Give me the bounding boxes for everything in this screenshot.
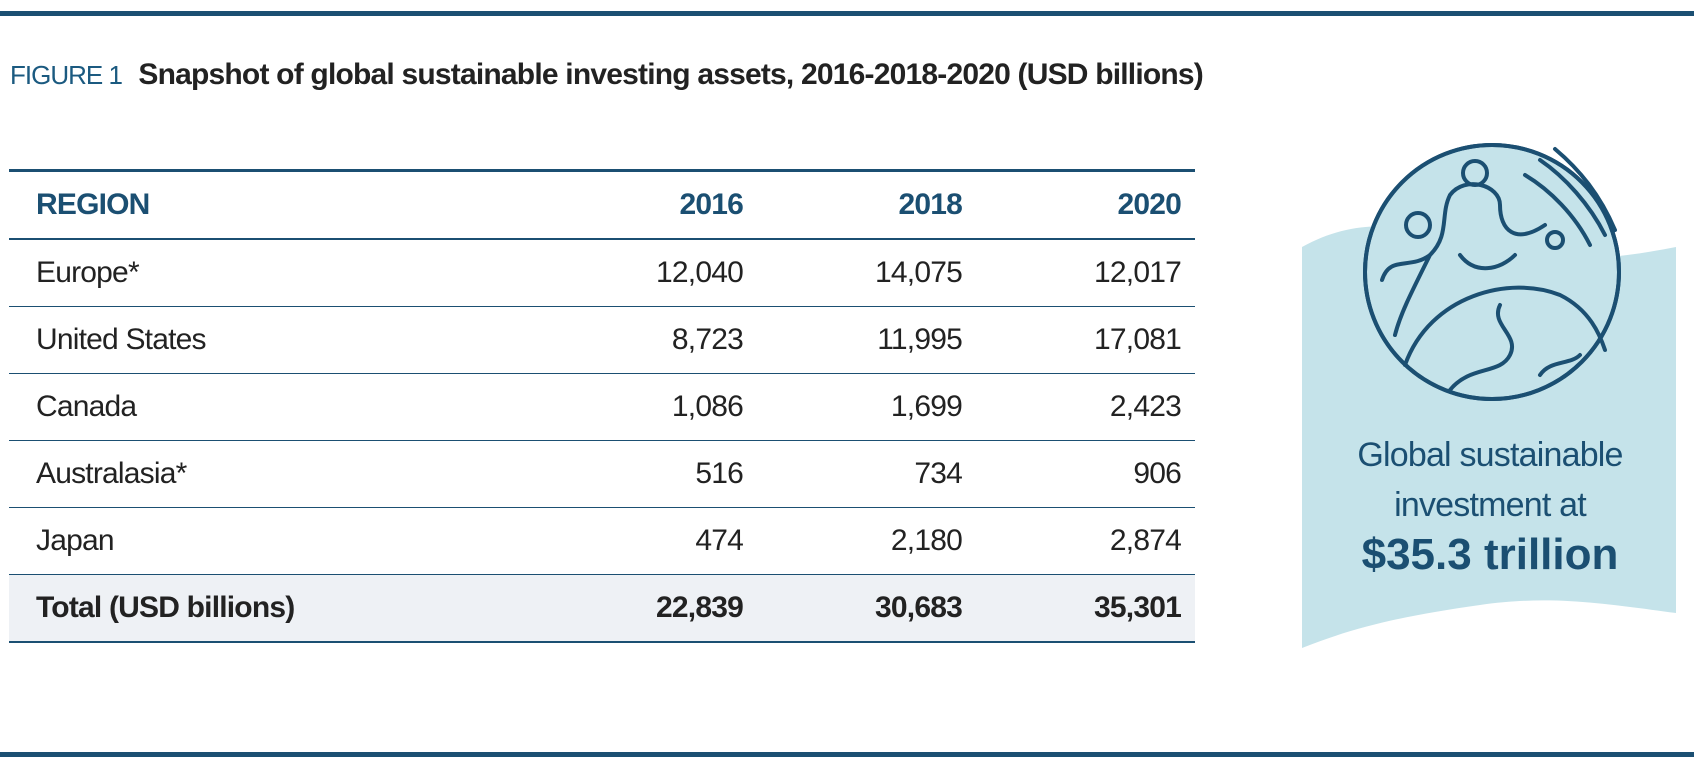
figure-heading: FIGURE 1 Snapshot of global sustainable …: [10, 58, 1204, 92]
table-cell: 8,723: [538, 306, 757, 374]
total-cell: 22,839: [538, 574, 757, 643]
callout-text: Global sustainable investment at $35.3 t…: [1330, 430, 1650, 580]
table-cell: 17,081: [976, 306, 1195, 374]
table-row: Japan 474 2,180 2,874: [9, 507, 1195, 575]
table-cell: Europe*: [9, 239, 538, 307]
header-cell: 2018: [757, 170, 976, 240]
header-row: REGION 2016 2018 2020: [9, 170, 1195, 240]
table-row: United States 8,723 11,995 17,081: [9, 306, 1195, 374]
header-cell: 2020: [976, 170, 1195, 240]
table-cell: United States: [9, 306, 538, 374]
table-cell: 1,699: [757, 373, 976, 441]
total-row: Total (USD billions) 22,839 30,683 35,301: [9, 574, 1195, 643]
figure-label: FIGURE 1: [10, 60, 123, 90]
table-cell: Canada: [9, 373, 538, 441]
callout-label: Global sustainable investment at: [1357, 436, 1623, 524]
table-row: Canada 1,086 1,699 2,423: [9, 373, 1195, 441]
figure-title: Snapshot of global sustainable investing…: [138, 58, 1203, 91]
table-cell: 11,995: [757, 306, 976, 374]
table-cell: 12,017: [976, 239, 1195, 307]
total-cell: 30,683: [757, 574, 976, 643]
data-table: REGION 2016 2018 2020 Europe* 12,040 14,075 12…: [9, 169, 1195, 643]
table-cell: 12,040: [538, 239, 757, 307]
table-body: Europe* 12,040 14,075 12,017 United States 8,…: [9, 239, 1195, 643]
table-cell: 1,086: [538, 373, 757, 441]
bottom-rule: [0, 752, 1694, 757]
top-rule: [0, 11, 1694, 16]
table-cell: Japan: [9, 507, 538, 575]
header-cell: REGION: [9, 170, 538, 240]
table-cell: 14,075: [757, 239, 976, 307]
callout-amount: $35.3 trillion: [1361, 530, 1619, 579]
table-cell: 516: [538, 440, 757, 508]
globe-icon: [1363, 143, 1621, 401]
table-cell: 474: [538, 507, 757, 575]
table-cell: 906: [976, 440, 1195, 508]
header-cell: 2016: [538, 170, 757, 240]
table-cell: 2,874: [976, 507, 1195, 575]
total-cell: Total (USD billions): [9, 574, 538, 643]
table-cell: 2,180: [757, 507, 976, 575]
table-cell: 734: [757, 440, 976, 508]
table-cell: Australasia*: [9, 440, 538, 508]
callout-graphic: [1302, 143, 1676, 648]
table-row: Europe* 12,040 14,075 12,017: [9, 239, 1195, 307]
table-cell: 2,423: [976, 373, 1195, 441]
table-row: Australasia* 516 734 906: [9, 440, 1195, 508]
total-cell: 35,301: [976, 574, 1195, 643]
